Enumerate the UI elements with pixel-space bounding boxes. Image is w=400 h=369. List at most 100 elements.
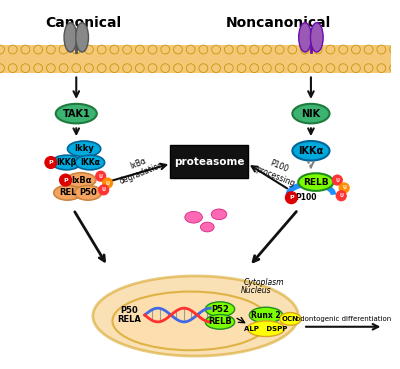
Circle shape [136, 64, 144, 73]
Text: P50: P50 [79, 188, 97, 197]
Circle shape [46, 45, 55, 54]
Ellipse shape [93, 276, 298, 356]
Circle shape [59, 64, 68, 73]
Circle shape [250, 45, 259, 54]
Text: TAK1: TAK1 [62, 108, 90, 118]
Text: Noncanonical: Noncanonical [226, 16, 331, 30]
Circle shape [313, 45, 322, 54]
Ellipse shape [56, 104, 97, 123]
Circle shape [110, 45, 119, 54]
Circle shape [21, 45, 30, 54]
Circle shape [84, 64, 93, 73]
Circle shape [72, 45, 81, 54]
Circle shape [339, 45, 348, 54]
Circle shape [390, 45, 398, 54]
Circle shape [45, 156, 57, 168]
Circle shape [21, 64, 30, 73]
Ellipse shape [205, 314, 235, 329]
Text: NIK: NIK [301, 108, 320, 118]
Circle shape [332, 175, 342, 185]
Text: IxBα
degradation: IxBα degradation [114, 151, 165, 186]
Circle shape [161, 45, 170, 54]
Circle shape [199, 64, 208, 73]
Text: P100
processing: P100 processing [254, 155, 300, 188]
Circle shape [237, 64, 246, 73]
Ellipse shape [74, 186, 102, 200]
Circle shape [275, 45, 284, 54]
Text: Cytoplasm: Cytoplasm [244, 278, 284, 287]
Text: Runx 2: Runx 2 [251, 311, 281, 320]
Text: Nucleus: Nucleus [241, 286, 272, 295]
Circle shape [84, 45, 93, 54]
Circle shape [161, 64, 170, 73]
Circle shape [364, 45, 373, 54]
Circle shape [377, 64, 386, 73]
Ellipse shape [298, 173, 334, 191]
Circle shape [186, 45, 195, 54]
Text: P: P [48, 160, 53, 165]
Circle shape [174, 45, 182, 54]
Ellipse shape [247, 321, 284, 337]
Text: odontogenic differentiation: odontogenic differentiation [296, 316, 391, 322]
Ellipse shape [299, 23, 312, 52]
Circle shape [97, 45, 106, 54]
Circle shape [148, 45, 157, 54]
Circle shape [288, 64, 297, 73]
Ellipse shape [68, 141, 101, 156]
Circle shape [275, 64, 284, 73]
Circle shape [237, 45, 246, 54]
Text: RELA: RELA [117, 315, 141, 324]
Text: P: P [63, 177, 68, 183]
Ellipse shape [185, 211, 202, 223]
Ellipse shape [66, 173, 96, 187]
Circle shape [352, 64, 360, 73]
Circle shape [60, 174, 71, 186]
Circle shape [364, 64, 373, 73]
Circle shape [262, 45, 271, 54]
Circle shape [136, 45, 144, 54]
Circle shape [34, 64, 42, 73]
Text: IKKα: IKKα [298, 146, 324, 156]
Circle shape [339, 64, 348, 73]
Text: P: P [289, 195, 294, 200]
Circle shape [99, 185, 108, 195]
Circle shape [72, 64, 81, 73]
Circle shape [0, 45, 4, 54]
Circle shape [186, 64, 195, 73]
Circle shape [224, 45, 233, 54]
Bar [0, 45, 391, 73]
Text: IKKβ: IKKβ [56, 158, 76, 167]
Text: REL: REL [59, 188, 76, 197]
Circle shape [123, 45, 132, 54]
Text: U: U [102, 187, 106, 192]
Text: ALP   DSPP: ALP DSPP [244, 326, 288, 332]
Circle shape [8, 45, 17, 54]
Circle shape [250, 64, 259, 73]
Text: P52: P52 [211, 305, 229, 314]
Ellipse shape [211, 209, 227, 220]
Circle shape [224, 64, 233, 73]
Text: Ikky: Ikky [74, 144, 94, 153]
Circle shape [34, 45, 42, 54]
Circle shape [103, 178, 112, 188]
Circle shape [262, 64, 271, 73]
Ellipse shape [280, 313, 301, 325]
Text: Canonical: Canonical [45, 16, 121, 30]
Circle shape [97, 64, 106, 73]
Ellipse shape [292, 141, 330, 161]
Circle shape [199, 45, 208, 54]
Circle shape [288, 45, 297, 54]
Ellipse shape [292, 104, 330, 123]
Circle shape [313, 64, 322, 73]
Ellipse shape [310, 23, 323, 52]
Circle shape [301, 64, 310, 73]
Circle shape [286, 192, 297, 204]
Circle shape [326, 64, 335, 73]
Circle shape [352, 45, 360, 54]
Ellipse shape [64, 23, 77, 52]
Circle shape [59, 45, 68, 54]
Text: U: U [99, 174, 103, 179]
Text: U: U [335, 177, 339, 183]
Circle shape [110, 64, 119, 73]
Text: IxBα: IxBα [71, 176, 92, 184]
